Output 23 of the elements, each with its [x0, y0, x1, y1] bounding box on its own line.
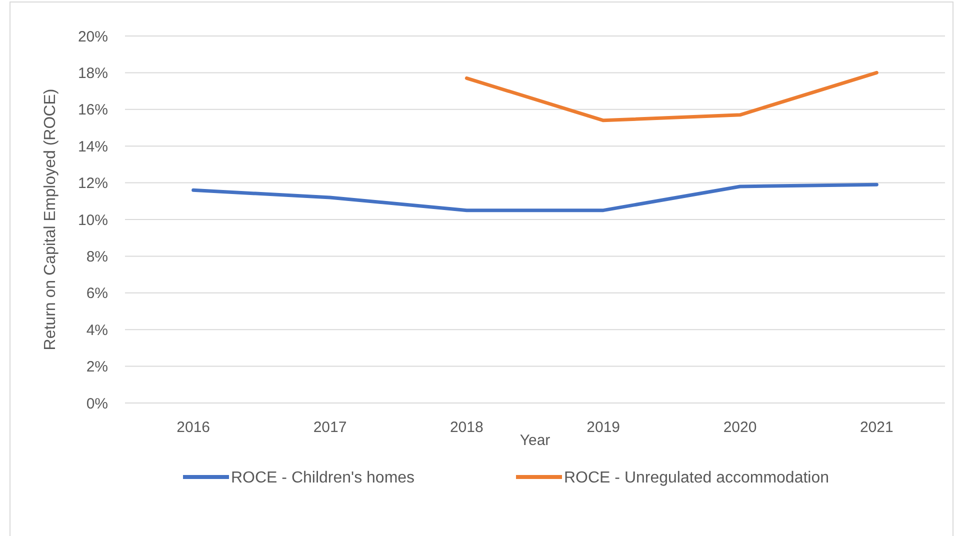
y-tick-label: 16% [78, 102, 108, 119]
y-tick-label: 8% [86, 248, 108, 266]
x-tick-label: 2021 [860, 419, 894, 436]
y-tick-label: 20% [78, 28, 108, 46]
x-tick-label: 2018 [450, 419, 484, 436]
y-tick-label: 18% [78, 64, 108, 82]
y-tick-label: 2% [86, 358, 108, 376]
y-axis-title: Return on Capital Employed (ROCE) [42, 88, 59, 350]
x-tick-label: 2017 [313, 419, 347, 436]
y-tick-label: 0% [86, 395, 108, 412]
y-tick-label: 14% [78, 138, 108, 156]
line-series [464, 70, 878, 122]
line-series [192, 182, 878, 212]
y-tick-label: 10% [78, 212, 108, 229]
y-tick-label: 4% [86, 322, 108, 339]
x-tick-label: 2020 [723, 419, 757, 436]
y-tick-label: 6% [86, 285, 108, 302]
y-tick-label: 12% [78, 175, 108, 192]
legend-label: ROCE - Unregulated accommodation [564, 470, 830, 487]
x-tick-label: 2016 [176, 419, 210, 436]
x-tick-label: 2019 [586, 419, 620, 436]
legend-label: ROCE - Children's homes [231, 470, 415, 487]
x-axis-title: Year [520, 432, 550, 449]
